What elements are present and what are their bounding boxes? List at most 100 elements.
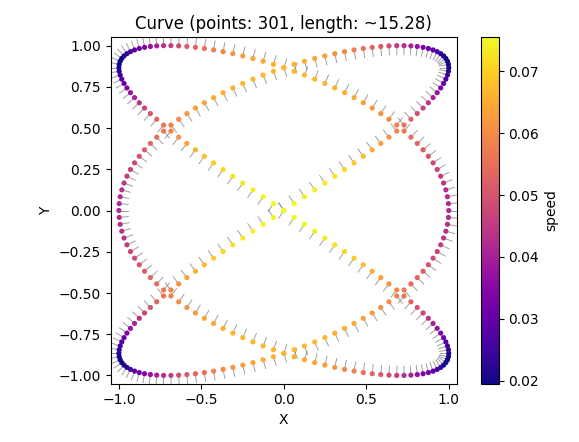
Point xyxy=(400,286,409,293)
Point xyxy=(320,362,329,369)
Point xyxy=(117,228,126,235)
Point xyxy=(117,55,126,62)
Point xyxy=(406,42,416,50)
Point xyxy=(209,94,218,101)
Point xyxy=(419,370,428,377)
Point xyxy=(228,241,237,248)
Point xyxy=(330,241,339,248)
Point xyxy=(310,55,320,62)
Point xyxy=(439,235,448,242)
Point xyxy=(419,146,428,153)
Point xyxy=(130,46,139,53)
Point xyxy=(182,110,192,117)
Point xyxy=(126,366,135,373)
Point xyxy=(444,346,453,353)
Point xyxy=(424,153,433,160)
Point xyxy=(419,309,428,316)
Point xyxy=(117,359,126,366)
Point xyxy=(444,61,453,68)
Point xyxy=(135,153,144,160)
Point xyxy=(279,207,288,214)
Point xyxy=(119,53,129,60)
Point xyxy=(146,274,155,281)
Point xyxy=(439,53,448,60)
Point xyxy=(200,99,209,106)
Point xyxy=(290,353,299,360)
Point xyxy=(191,146,200,153)
Point xyxy=(258,58,267,65)
Point xyxy=(130,320,139,327)
Point xyxy=(428,46,438,53)
Point xyxy=(358,99,368,106)
Point xyxy=(392,372,401,379)
Point xyxy=(166,286,175,293)
Point xyxy=(300,343,309,350)
Point xyxy=(358,369,368,376)
Point xyxy=(191,105,200,112)
Point xyxy=(191,268,200,275)
Point xyxy=(300,58,309,65)
Point xyxy=(406,280,416,287)
Point xyxy=(376,304,386,311)
Point xyxy=(358,153,368,160)
Point xyxy=(152,116,162,123)
Point xyxy=(126,248,135,255)
Point xyxy=(441,76,450,83)
Point xyxy=(443,356,452,363)
Point xyxy=(248,359,258,366)
Point xyxy=(340,325,349,332)
Point xyxy=(218,48,228,55)
Point xyxy=(439,362,448,369)
Point xyxy=(443,72,452,79)
Point xyxy=(130,368,139,375)
Point xyxy=(290,61,299,68)
Point xyxy=(228,50,237,57)
Point xyxy=(218,366,228,373)
Point xyxy=(182,43,192,50)
Point xyxy=(433,48,442,55)
Point xyxy=(433,366,442,373)
Point xyxy=(200,45,209,52)
Point xyxy=(340,48,349,55)
Point xyxy=(290,214,299,221)
Point xyxy=(238,235,247,242)
Point xyxy=(122,173,131,180)
Point xyxy=(433,166,442,173)
Point xyxy=(115,61,124,68)
Point xyxy=(330,84,339,91)
Point xyxy=(424,261,433,268)
Point xyxy=(441,187,450,194)
Point xyxy=(406,133,416,141)
Point xyxy=(444,353,453,360)
Point xyxy=(392,122,401,129)
Point xyxy=(140,309,149,316)
Point xyxy=(182,140,192,147)
Point xyxy=(248,55,258,62)
Point xyxy=(358,45,368,52)
Point xyxy=(248,228,258,235)
Point xyxy=(441,228,450,235)
Point xyxy=(166,42,175,49)
Point xyxy=(392,293,401,300)
Point xyxy=(248,187,258,194)
Point xyxy=(392,128,401,135)
Point xyxy=(200,261,209,268)
Point xyxy=(122,50,131,57)
Point xyxy=(115,214,124,221)
Point xyxy=(443,193,452,200)
Point xyxy=(119,179,129,187)
Point xyxy=(279,207,288,214)
Point xyxy=(116,356,125,363)
Point xyxy=(159,286,168,293)
Point xyxy=(119,362,129,369)
Point xyxy=(310,76,320,83)
Point xyxy=(358,261,368,268)
Point xyxy=(159,42,168,49)
Point xyxy=(384,133,394,141)
Point xyxy=(320,53,329,60)
Point xyxy=(200,153,209,160)
Point xyxy=(248,76,258,83)
Point xyxy=(130,255,139,262)
Point xyxy=(368,268,377,275)
Point xyxy=(436,241,445,248)
